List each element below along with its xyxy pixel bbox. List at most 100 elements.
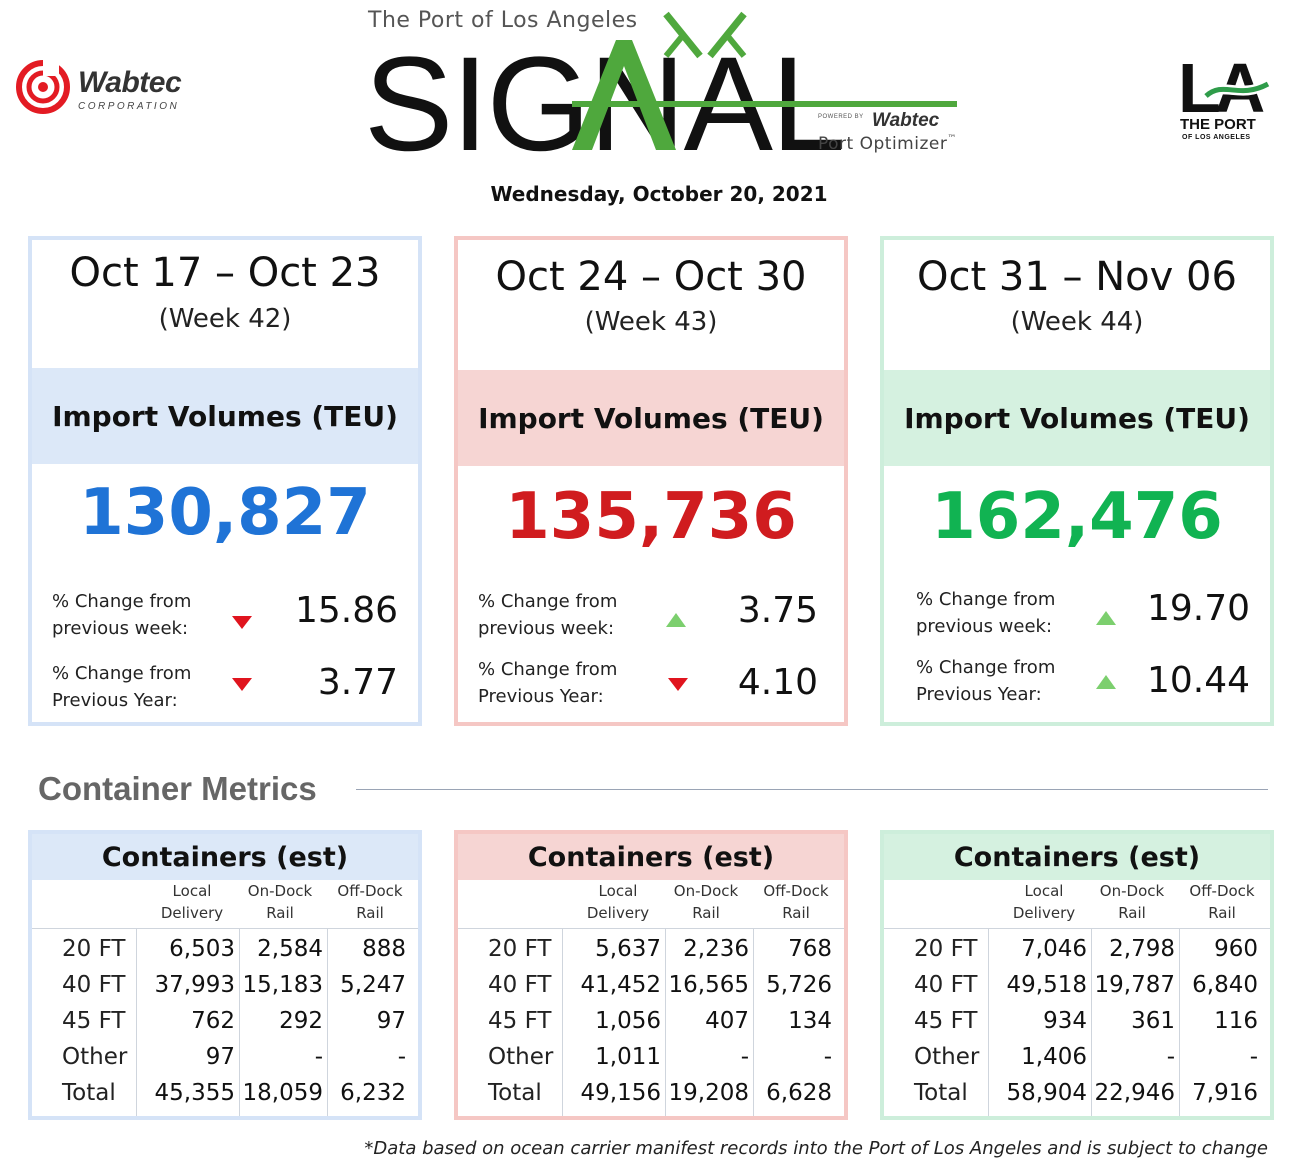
- row-label: Total: [62, 1080, 116, 1106]
- la-port-label: THE PORT: [1180, 116, 1256, 133]
- table-cell: -: [823, 1044, 832, 1070]
- column-divider: [665, 928, 666, 1116]
- wabtec-swirl-icon: [16, 58, 70, 114]
- table-cell: 15,183: [242, 972, 323, 998]
- la-mark-icon: LA: [1178, 49, 1271, 127]
- row-label: 20 FT: [914, 936, 978, 962]
- table-cell: 22,946: [1094, 1080, 1175, 1106]
- table-cell: 49,518: [1006, 972, 1087, 998]
- column-header: Local Delivery: [160, 882, 224, 922]
- week-dates: Oct 31 – Nov 06: [917, 254, 1237, 300]
- column-header: Local Delivery: [1012, 882, 1076, 922]
- row-label: 45 FT: [62, 1008, 126, 1034]
- week-card-43: Oct 24 – Oct 30 (Week 43) Import Volumes…: [454, 236, 848, 726]
- column-divider: [136, 928, 137, 1116]
- la-port-sublabel: OF LOS ANGELES: [1182, 134, 1251, 141]
- table-cell: 6,840: [1192, 972, 1258, 998]
- table-cell: 5,637: [595, 936, 661, 962]
- week-number: (Week 43): [584, 307, 718, 337]
- row-label: Total: [914, 1080, 968, 1106]
- table-cell: 2,236: [683, 936, 749, 962]
- table-cell: -: [1166, 1044, 1175, 1070]
- signal-underline: [572, 101, 957, 107]
- row-label: Total: [488, 1080, 542, 1106]
- containers-table-week-42: Containers (est) Local Delivery On-Dock Rail…: [28, 830, 422, 1120]
- header-divider: [884, 928, 1270, 929]
- table-cell: -: [314, 1044, 323, 1070]
- table-cell: 19,787: [1094, 972, 1175, 998]
- table-cell: 116: [1214, 1008, 1258, 1034]
- row-label: Other: [488, 1044, 554, 1070]
- column-header: Off-Dock Rail: [337, 882, 403, 922]
- week-dates: Oct 24 – Oct 30: [495, 254, 807, 300]
- containers-table-title: Containers (est): [458, 834, 844, 880]
- containers-table-week-44: Containers (est) Local Delivery On-Dock Rail…: [880, 830, 1274, 1120]
- signal-wordmark: SIGNAL: [364, 11, 957, 164]
- arrow-up-icon: [1096, 611, 1116, 625]
- containers-table-week-43: Containers (est) Local Delivery On-Dock Rail…: [454, 830, 848, 1120]
- yearly-change-label: % Change from Previous Year:: [52, 663, 192, 711]
- table-cell: 45,355: [154, 1080, 235, 1106]
- row-label: 20 FT: [488, 936, 552, 962]
- week-number: (Week 42): [158, 304, 292, 334]
- column-divider: [327, 928, 328, 1116]
- table-cell: 41,452: [580, 972, 661, 998]
- table-cell: 19,208: [668, 1080, 749, 1106]
- report-date: Wednesday, October 20, 2021: [490, 182, 828, 206]
- weekly-change-label: % Change from previous week:: [916, 589, 1056, 637]
- port-of-la-logo: LA THE PORT OF LOS ANGELES: [1176, 49, 1272, 150]
- row-label: 40 FT: [488, 972, 552, 998]
- import-volume-label: Import Volumes (TEU): [884, 370, 1270, 466]
- table-cell: 934: [1043, 1008, 1087, 1034]
- table-cell: 1,406: [1021, 1044, 1087, 1070]
- column-divider: [239, 928, 240, 1116]
- row-label: Other: [62, 1044, 128, 1070]
- containers-table-title: Containers (est): [32, 834, 418, 880]
- table-cell: 361: [1131, 1008, 1175, 1034]
- table-cell: 5,726: [766, 972, 832, 998]
- week-dates: Oct 17 – Oct 23: [69, 250, 381, 296]
- row-label: Other: [914, 1044, 980, 1070]
- column-divider: [988, 928, 989, 1116]
- section-divider: [356, 789, 1268, 790]
- arrow-down-icon: [232, 678, 252, 691]
- table-cell: 888: [362, 936, 406, 962]
- arrow-up-icon: [1096, 675, 1116, 689]
- table-cell: -: [1249, 1044, 1258, 1070]
- yearly-change-value: 10.44: [1146, 660, 1250, 701]
- column-header: Off-Dock Rail: [763, 882, 829, 922]
- containers-table-title: Containers (est): [884, 834, 1270, 880]
- weekly-change-value: 15.86: [294, 590, 398, 631]
- table-cell: 6,232: [340, 1080, 406, 1106]
- import-volume-value: 130,827: [79, 476, 371, 550]
- arrow-down-icon: [232, 616, 252, 629]
- powered-by-brand: Wabtec: [872, 110, 940, 131]
- table-cell: 7,046: [1021, 936, 1087, 962]
- table-cell: 960: [1214, 936, 1258, 962]
- import-volume-label: Import Volumes (TEU): [458, 370, 844, 466]
- week-number: (Week 44): [1010, 307, 1144, 337]
- table-cell: 407: [705, 1008, 749, 1034]
- table-cell: 97: [205, 1044, 235, 1070]
- table-cell: 134: [788, 1008, 832, 1034]
- powered-by-label: POWERED BY: [818, 114, 864, 120]
- table-cell: 58,904: [1006, 1080, 1087, 1106]
- table-cell: 97: [376, 1008, 406, 1034]
- signal-a-accent: [572, 40, 676, 150]
- wabtec-logo: Wabtec CORPORATION: [14, 56, 204, 120]
- table-cell: 7,916: [1192, 1080, 1258, 1106]
- wabtec-corporation: CORPORATION: [78, 101, 180, 112]
- import-volume-value: 135,736: [505, 480, 797, 554]
- column-divider: [562, 928, 563, 1116]
- weekly-change-value: 3.75: [737, 590, 818, 631]
- column-header: On-Dock Rail: [673, 882, 739, 922]
- table-cell: -: [740, 1044, 749, 1070]
- table-cell: 37,993: [154, 972, 235, 998]
- arrow-up-icon: [666, 613, 686, 627]
- yearly-change-label: % Change from Previous Year:: [478, 659, 618, 707]
- table-cell: 292: [279, 1008, 323, 1034]
- table-cell: 762: [191, 1008, 235, 1034]
- column-header: On-Dock Rail: [247, 882, 313, 922]
- arrow-down-icon: [668, 678, 688, 691]
- table-cell: 768: [788, 936, 832, 962]
